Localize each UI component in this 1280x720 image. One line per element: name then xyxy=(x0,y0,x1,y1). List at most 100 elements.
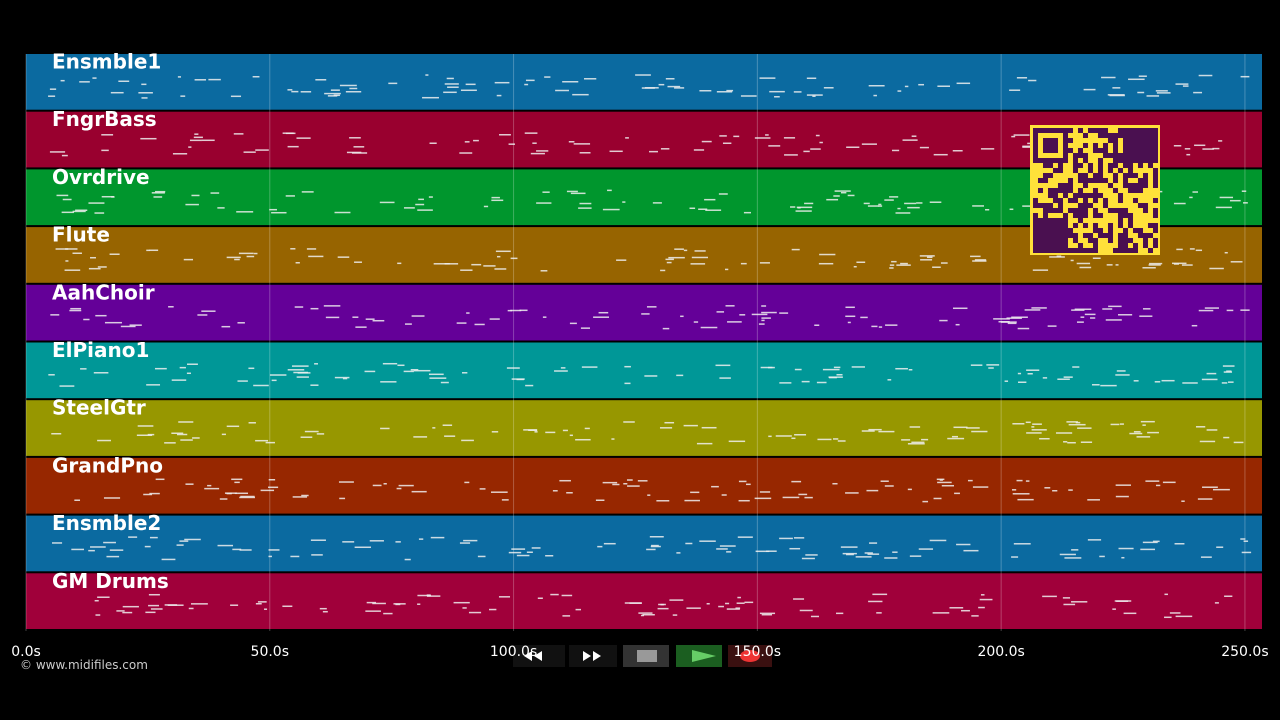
qr-module xyxy=(1108,228,1113,233)
note xyxy=(896,264,911,266)
note xyxy=(496,255,501,258)
note xyxy=(1024,309,1041,311)
note xyxy=(417,209,433,211)
qr-module xyxy=(1048,173,1053,178)
note xyxy=(545,555,554,557)
note xyxy=(761,311,777,314)
note xyxy=(444,263,459,265)
qr-module xyxy=(1108,138,1113,143)
qr-module xyxy=(1033,198,1038,203)
note xyxy=(892,551,898,553)
note xyxy=(1142,267,1156,269)
qr-module xyxy=(1043,218,1048,223)
qr-module xyxy=(1033,203,1038,208)
qr-module xyxy=(1098,128,1103,133)
note xyxy=(833,438,839,440)
note xyxy=(70,307,82,310)
qr-module xyxy=(1153,138,1158,143)
qr-module xyxy=(1058,223,1063,228)
qr-module xyxy=(1063,133,1068,138)
note xyxy=(956,543,971,546)
track-band xyxy=(26,342,1262,399)
play-button[interactable] xyxy=(676,645,722,667)
note xyxy=(1182,85,1189,87)
note xyxy=(651,544,659,547)
note xyxy=(176,544,184,546)
note xyxy=(537,597,543,599)
note xyxy=(761,613,773,616)
qr-module xyxy=(1128,153,1133,158)
note xyxy=(410,369,419,371)
note xyxy=(1011,316,1028,318)
note xyxy=(383,483,387,485)
qr-module xyxy=(1098,133,1103,138)
qr-module xyxy=(1128,163,1133,168)
note xyxy=(104,321,122,324)
qr-module xyxy=(1033,218,1038,223)
note xyxy=(511,548,526,550)
record-button[interactable] xyxy=(728,645,772,667)
forward-button[interactable] xyxy=(569,645,617,667)
note xyxy=(501,499,509,501)
note xyxy=(461,439,474,442)
note xyxy=(760,366,773,369)
note xyxy=(665,78,675,80)
note xyxy=(172,153,188,155)
note xyxy=(210,192,220,194)
rewind-button[interactable] xyxy=(513,645,565,667)
qr-module xyxy=(1108,153,1113,158)
note xyxy=(316,433,325,435)
note xyxy=(609,150,623,153)
qr-module xyxy=(1143,138,1148,143)
note xyxy=(878,203,882,206)
qr-module xyxy=(1048,148,1053,153)
note xyxy=(816,381,827,384)
note xyxy=(1133,431,1141,433)
note xyxy=(1092,257,1101,260)
note xyxy=(55,248,69,250)
qr-module xyxy=(1103,198,1108,203)
note xyxy=(1099,555,1105,558)
note xyxy=(721,494,727,496)
note xyxy=(1181,264,1193,266)
note xyxy=(51,432,62,435)
note xyxy=(287,369,305,371)
note xyxy=(1032,423,1042,425)
note xyxy=(649,150,658,153)
note xyxy=(584,427,590,430)
note xyxy=(1173,202,1186,205)
qr-module xyxy=(1108,223,1113,228)
note xyxy=(154,367,167,370)
note xyxy=(922,500,929,503)
note xyxy=(291,365,309,367)
note xyxy=(324,92,341,95)
qr-module xyxy=(1088,203,1093,208)
qr-module xyxy=(1153,208,1158,213)
note xyxy=(264,608,268,610)
note xyxy=(149,249,159,252)
note xyxy=(103,497,121,499)
note xyxy=(759,612,776,615)
note xyxy=(428,373,444,376)
note xyxy=(294,306,304,308)
qr-module xyxy=(1123,238,1128,243)
note xyxy=(674,87,685,89)
qr-module xyxy=(1058,243,1063,248)
note xyxy=(353,146,365,148)
note xyxy=(550,593,559,596)
qr-module xyxy=(1068,188,1073,193)
qr-module xyxy=(1048,128,1053,133)
note xyxy=(462,607,467,609)
note xyxy=(641,87,655,89)
qr-module xyxy=(1038,128,1043,133)
qr-module xyxy=(1098,168,1103,173)
note xyxy=(768,145,781,147)
note xyxy=(1221,382,1228,384)
qr-module xyxy=(1113,138,1118,143)
note xyxy=(230,95,242,98)
stop-button[interactable] xyxy=(623,645,669,667)
qr-module xyxy=(1038,228,1043,233)
qr-module xyxy=(1078,163,1083,168)
note xyxy=(1214,602,1219,604)
note xyxy=(429,377,447,379)
